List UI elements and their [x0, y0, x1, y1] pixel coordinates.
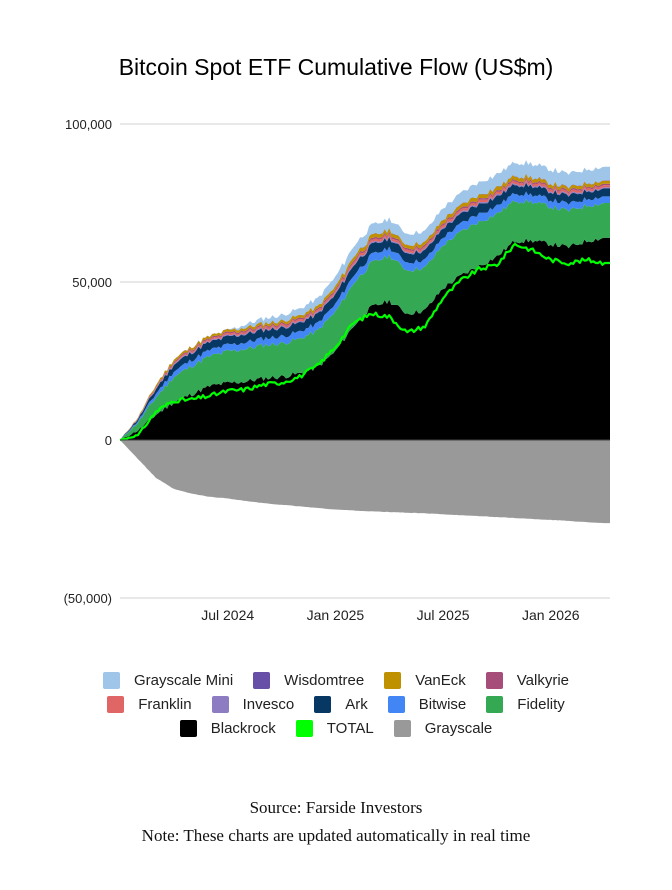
legend-item: Invesco — [211, 695, 295, 713]
legend-swatch — [253, 671, 271, 689]
legend-swatch — [384, 671, 402, 689]
legend-swatch — [393, 719, 411, 737]
legend-row: Franklin Invesco Ark Bitwise Fidelity — [0, 692, 672, 716]
legend-swatch — [314, 695, 332, 713]
legend-item: Blackrock — [179, 719, 276, 737]
area-grayscale — [120, 440, 610, 524]
legend-label: Invesco — [242, 695, 295, 713]
legend-item: VanEck — [384, 671, 466, 689]
y-tick-label: 100,000 — [65, 117, 112, 132]
legend-label: Blackrock — [210, 719, 276, 737]
y-tick-label: (50,000) — [64, 591, 112, 606]
x-tick-label: Jan 2026 — [522, 607, 580, 623]
legend-swatch — [107, 695, 125, 713]
x-axis-ticks: Jul 2024 Jan 2025 Jul 2025 Jan 2026 — [201, 607, 580, 623]
legend-label: Bitwise — [418, 695, 467, 713]
y-axis-ticks: 100,000 50,000 0 (50,000) — [64, 117, 112, 606]
legend-label: Fidelity — [517, 695, 565, 713]
y-tick-label: 50,000 — [72, 275, 112, 290]
legend-swatch — [486, 695, 504, 713]
stacked-areas — [120, 160, 610, 524]
x-tick-label: Jan 2025 — [307, 607, 365, 623]
legend-label: Franklin — [138, 695, 192, 713]
area-fidelity — [120, 198, 610, 440]
legend-swatch — [179, 719, 197, 737]
legend-item: Valkyrie — [485, 671, 570, 689]
legend-item: Wisdomtree — [253, 671, 365, 689]
legend-label: Grayscale Mini — [133, 671, 234, 689]
legend-label: Valkyrie — [516, 671, 570, 689]
y-tick-label: 0 — [105, 433, 112, 448]
chart-title: Bitcoin Spot ETF Cumulative Flow (US$m) — [118, 54, 554, 80]
x-tick-label: Jul 2025 — [417, 607, 470, 623]
legend-swatch — [387, 695, 405, 713]
legend-label: VanEck — [415, 671, 466, 689]
legend-item: TOTAL — [295, 719, 374, 737]
legend-swatch — [102, 671, 120, 689]
legend-swatch — [485, 671, 503, 689]
legend-item: Bitwise — [387, 695, 467, 713]
legend-item: Grayscale Mini — [102, 671, 234, 689]
note-text: Note: These charts are updated automatic… — [141, 826, 531, 845]
legend-row: Grayscale Mini Wisdomtree VanEck Valkyrie — [0, 668, 672, 692]
legend-label: Ark — [345, 695, 368, 713]
legend-row: Blackrock TOTAL Grayscale — [0, 716, 672, 740]
legend: Grayscale Mini Wisdomtree VanEck Valkyrie Fr… — [0, 668, 672, 740]
legend-swatch — [211, 695, 229, 713]
total-line-layer — [119, 242, 610, 442]
line-total — [119, 242, 610, 442]
legend-swatch — [295, 719, 313, 737]
x-tick-label: Jul 2024 — [201, 607, 254, 623]
legend-item: Ark — [314, 695, 368, 713]
legend-label: TOTAL — [326, 719, 374, 737]
legend-label: Grayscale — [424, 719, 493, 737]
legend-label: Wisdomtree — [284, 671, 365, 689]
legend-item: Fidelity — [486, 695, 565, 713]
legend-item: Franklin — [107, 695, 192, 713]
source-text: Source: Farside Investors — [249, 798, 423, 817]
legend-item: Grayscale — [393, 719, 493, 737]
